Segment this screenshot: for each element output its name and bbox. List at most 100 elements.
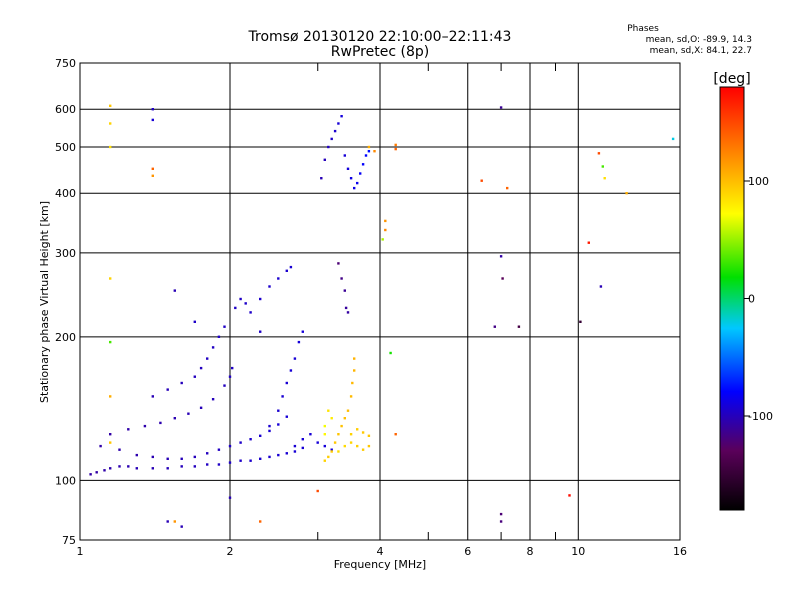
- data-point: [327, 455, 330, 459]
- data-point: [223, 384, 226, 387]
- data-point: [239, 297, 242, 301]
- data-point: [206, 452, 209, 455]
- data-point: [277, 409, 280, 412]
- data-point: [353, 357, 356, 360]
- data-point: [289, 265, 293, 269]
- data-point: [340, 277, 343, 280]
- data-point: [330, 448, 333, 451]
- colorbar-gradient: [719, 86, 745, 511]
- data-point: [601, 165, 604, 168]
- data-point: [599, 285, 603, 288]
- data-point: [143, 424, 147, 428]
- stats-x: mean, sd,X: 84.1, 22.7: [650, 46, 752, 56]
- data-point: [118, 448, 121, 451]
- data-point: [480, 179, 483, 182]
- data-point: [151, 467, 154, 470]
- data-point: [244, 302, 247, 305]
- data-point: [367, 145, 371, 149]
- data-point: [109, 277, 112, 280]
- data-point: [389, 351, 392, 355]
- data-point: [109, 145, 112, 149]
- axis-ticks: 1 2 4 6 8 10 16 75 100 200 300 400 500 600 750: [55, 57, 687, 558]
- data-point: [135, 453, 138, 457]
- y-tick-label: 100: [55, 474, 76, 487]
- data-point: [151, 455, 154, 459]
- data-point: [337, 122, 340, 125]
- data-point: [151, 395, 154, 398]
- data-point: [333, 129, 337, 133]
- data-point: [353, 186, 356, 190]
- data-point: [323, 444, 326, 448]
- data-point: [285, 381, 288, 385]
- data-point: [333, 441, 337, 444]
- data-point: [337, 433, 340, 436]
- data-point: [301, 438, 304, 441]
- data-point: [249, 438, 252, 441]
- data-point: [346, 409, 350, 412]
- data-point: [297, 340, 301, 344]
- data-point: [499, 512, 503, 516]
- data-point: [259, 457, 262, 460]
- data-point: [249, 311, 252, 314]
- data-point: [281, 395, 284, 398]
- data-point: [568, 494, 571, 497]
- data-point: [277, 423, 280, 426]
- data-point: [228, 461, 232, 464]
- data-point: [344, 306, 348, 310]
- data-point: [166, 520, 169, 523]
- y-tick-label: 600: [55, 103, 76, 116]
- data-point: [166, 467, 169, 470]
- chart-subtitle: RwPretec (8p): [331, 44, 429, 60]
- data-point: [259, 330, 262, 333]
- y-tick-label: 75: [62, 534, 76, 547]
- data-point: [361, 431, 365, 434]
- x-tick-label: 10: [571, 545, 585, 558]
- colorbar-label: [deg]: [713, 71, 750, 87]
- data-point: [343, 417, 346, 420]
- data-point: [109, 441, 112, 444]
- colorbar-tick-label: -100: [748, 410, 773, 423]
- data-point: [193, 320, 196, 323]
- data-point: [346, 167, 350, 170]
- data-point: [293, 450, 297, 453]
- data-point: [323, 424, 326, 428]
- data-point: [301, 446, 304, 450]
- colorbar-ticks: -100 0 100: [744, 175, 773, 423]
- data-point: [359, 172, 362, 175]
- data-point: [330, 417, 333, 420]
- data-point: [597, 152, 601, 155]
- data-point: [277, 453, 280, 457]
- data-point: [199, 366, 203, 370]
- data-point: [501, 277, 504, 280]
- data-point: [211, 398, 215, 401]
- data-point: [499, 106, 503, 109]
- y-tick-label: 300: [55, 247, 76, 260]
- data-point: [228, 496, 232, 499]
- data-point: [384, 219, 387, 223]
- data-point: [217, 448, 221, 451]
- data-point: [349, 433, 353, 436]
- data-point: [109, 340, 112, 344]
- x-tick-label: 1: [77, 545, 84, 558]
- data-point: [394, 433, 397, 436]
- data-point: [259, 297, 262, 301]
- data-point: [166, 457, 169, 460]
- x-tick-label: 8: [527, 545, 534, 558]
- data-point: [316, 441, 319, 444]
- data-point: [173, 417, 176, 420]
- data-point: [173, 520, 176, 523]
- data-point: [231, 366, 234, 370]
- data-point: [340, 424, 343, 428]
- data-point: [346, 311, 350, 314]
- data-point: [330, 137, 333, 141]
- x-tick-label: 2: [227, 545, 234, 558]
- data-point: [151, 118, 154, 122]
- data-point: [180, 457, 183, 460]
- data-point: [671, 137, 675, 141]
- data-point: [223, 325, 226, 328]
- data-point: [109, 395, 112, 398]
- data-point: [356, 428, 359, 431]
- data-point: [364, 154, 368, 157]
- data-point: [517, 325, 521, 328]
- data-point: [268, 424, 271, 428]
